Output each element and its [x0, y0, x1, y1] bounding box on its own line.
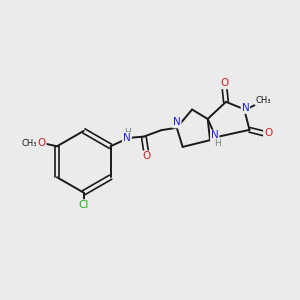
Text: O: O: [142, 151, 150, 161]
Text: CH₃: CH₃: [255, 96, 271, 105]
Text: O: O: [264, 128, 272, 138]
Text: N: N: [211, 130, 219, 140]
Text: CH₃: CH₃: [22, 139, 37, 148]
Text: H: H: [214, 139, 220, 148]
Text: N: N: [173, 118, 181, 128]
Text: N: N: [242, 103, 249, 113]
Text: H: H: [124, 128, 131, 137]
Text: O: O: [38, 138, 46, 148]
Text: N: N: [123, 133, 130, 143]
Text: O: O: [220, 78, 229, 88]
Text: Cl: Cl: [79, 200, 89, 210]
